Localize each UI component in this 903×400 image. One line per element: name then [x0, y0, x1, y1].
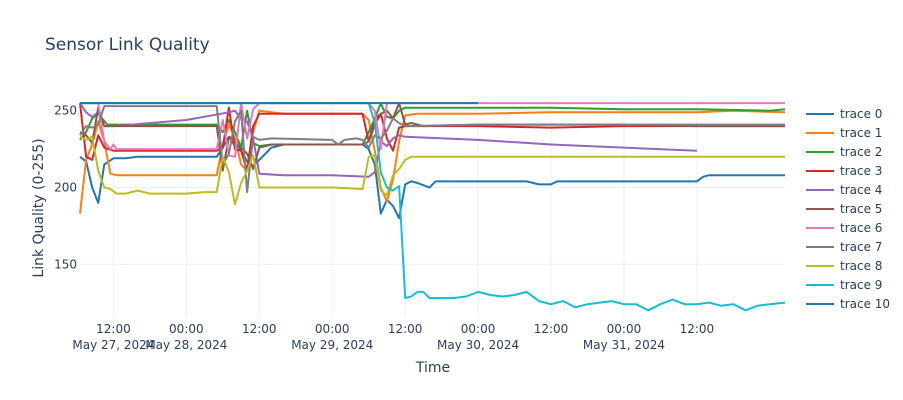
y-axis-title: Link Quality (0-255) — [31, 138, 47, 277]
x-tick-date-3: May 29, 2024 — [291, 338, 373, 352]
legend-label-7: trace 7 — [840, 240, 882, 254]
x-tick-date-7: May 31, 2024 — [583, 338, 665, 352]
legend-item-9[interactable]: trace 9 — [806, 278, 882, 292]
x-tick-label-6: 12:00 — [534, 322, 569, 336]
legend-label-8: trace 8 — [840, 259, 882, 273]
series-line-0 — [79, 135, 785, 220]
x-axis-ticks: 12:00 May 27, 2024 00:00 May 28, 2024 12:00 0… — [72, 322, 714, 352]
legend-item-3[interactable]: trace 3 — [806, 164, 882, 178]
series-line-8 — [79, 135, 785, 206]
x-tick-date-1: May 28, 2024 — [145, 338, 227, 352]
legend-item-1[interactable]: trace 1 — [806, 126, 882, 140]
legend-item-0[interactable]: trace 0 — [806, 107, 882, 121]
legend-item-7[interactable]: trace 7 — [806, 240, 882, 254]
legend-label-4: trace 4 — [840, 183, 882, 197]
x-tick-date-5: May 30, 2024 — [437, 338, 519, 352]
chart-title: Sensor Link Quality — [45, 35, 210, 55]
legend-item-4[interactable]: trace 4 — [806, 183, 882, 197]
series-lines — [79, 102, 786, 312]
legend-label-5: trace 5 — [840, 202, 882, 216]
gridlines — [80, 100, 785, 318]
legend-item-6[interactable]: trace 6 — [806, 221, 882, 235]
legend-item-10[interactable]: trace 10 — [806, 297, 890, 311]
legend-label-0: trace 0 — [840, 107, 882, 121]
legend-item-8[interactable]: trace 8 — [806, 259, 882, 273]
x-tick-label-2: 12:00 — [242, 322, 277, 336]
x-tick-label-4: 12:00 — [388, 322, 423, 336]
x-tick-label-5: 00:00 — [461, 322, 496, 336]
legend-label-1: trace 1 — [840, 126, 882, 140]
legend-label-10: trace 10 — [840, 297, 890, 311]
legend[interactable]: trace 0 trace 1 trace 2 trace 3 trace 4 trace… — [806, 107, 890, 311]
x-tick-label-7: 00:00 — [607, 322, 642, 336]
legend-label-2: trace 2 — [840, 145, 882, 159]
series-line-1 — [79, 109, 786, 214]
y-tick-label-1: 200 — [54, 181, 77, 195]
y-tick-label-0: 150 — [54, 257, 77, 271]
x-tick-label-8: 12:00 — [680, 322, 715, 336]
y-axis-ticks: 150 200 250 — [54, 104, 77, 272]
y-tick-label-2: 250 — [54, 104, 77, 118]
series-line-7 — [79, 105, 785, 194]
x-axis-title: Time — [415, 360, 450, 376]
series-line-9 — [80, 102, 786, 312]
x-tick-label-0: 12:00 — [96, 322, 131, 336]
x-tick-label-1: 00:00 — [169, 322, 204, 336]
legend-label-3: trace 3 — [840, 164, 882, 178]
legend-label-6: trace 6 — [840, 221, 882, 235]
x-tick-date-0: May 27, 2024 — [72, 338, 154, 352]
legend-item-5[interactable]: trace 5 — [806, 202, 882, 216]
x-tick-label-3: 00:00 — [315, 322, 350, 336]
legend-label-9: trace 9 — [840, 278, 882, 292]
legend-item-2[interactable]: trace 2 — [806, 145, 882, 159]
